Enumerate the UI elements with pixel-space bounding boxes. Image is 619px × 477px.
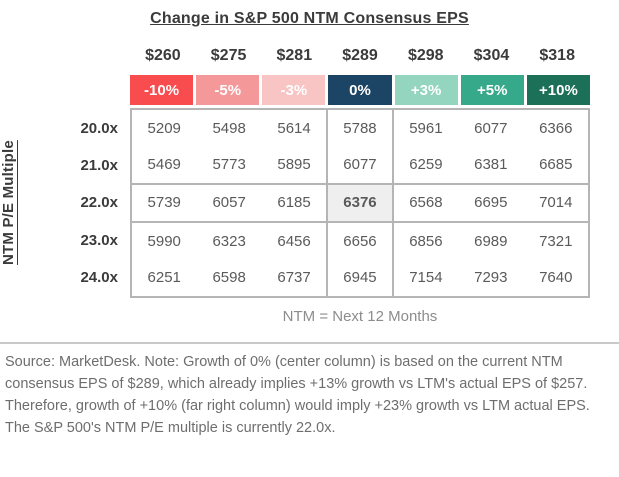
matrix-cell: 6251 xyxy=(147,269,181,287)
table-row: 5990 6323 6456 6656 6856 6989 7321 xyxy=(131,222,589,260)
matrix-cell: 5961 xyxy=(409,119,443,137)
growth-chip-neg3: -3% xyxy=(262,75,326,105)
matrix-cell: 7154 xyxy=(409,269,443,287)
matrix-cell: 5498 xyxy=(212,119,246,137)
table-row-current-multiple: 5739 6057 6185 6376 6568 6695 7014 xyxy=(131,182,589,224)
growth-chip-zero: 0% xyxy=(328,75,392,105)
eps-header: $275 xyxy=(210,47,247,64)
row-labels: 20.0x 21.0x 22.0x 23.0x 24.0x xyxy=(50,44,130,298)
matrix-cell: 5773 xyxy=(212,156,246,174)
matrix-cell: 5739 xyxy=(131,182,197,224)
matrix-cell: 6185 xyxy=(261,182,328,224)
eps-header: $281 xyxy=(276,47,313,64)
grid-column: $260 $275 $281 $289 $298 $304 $318 -10% … xyxy=(130,44,590,298)
growth-chip-pos3: +3% xyxy=(394,75,458,105)
eps-header: $304 xyxy=(473,47,510,64)
matrix-cell: 6598 xyxy=(212,269,246,287)
matrix-cell: 6856 xyxy=(409,232,443,250)
matrix-cell: 6323 xyxy=(212,232,246,250)
eps-header: $260 xyxy=(145,47,181,64)
eps-header-row: $260 $275 $281 $289 $298 $304 $318 xyxy=(130,44,590,68)
matrix-cell: 6685 xyxy=(539,156,573,174)
eps-header: $298 xyxy=(407,47,444,64)
row-label-20x: 20.0x xyxy=(80,120,118,137)
y-axis-label: NTM P/E Multiple xyxy=(0,140,17,266)
ntm-definition-note: NTM = Next 12 Months xyxy=(282,307,438,325)
matrix-cell: 6381 xyxy=(474,156,508,174)
table-row: 5469 5773 5895 6077 6259 6381 6685 xyxy=(131,146,589,184)
growth-chip-pos10: +10% xyxy=(526,75,590,105)
matrix-cell: 7293 xyxy=(474,269,508,287)
growth-chip-pos5: +5% xyxy=(460,75,524,105)
chart-title: Change in S&P 500 NTM Consensus EPS xyxy=(150,10,469,27)
row-label-23x: 23.0x xyxy=(80,231,118,249)
table-row: 6251 6598 6737 6945 7154 7293 7640 xyxy=(131,259,589,297)
eps-header: $289 xyxy=(342,47,378,64)
row-label-22x: 22.0x xyxy=(80,194,118,212)
source-note: Source: MarketDesk. Note: Growth of 0% (… xyxy=(5,353,590,436)
matrix-cell: 7640 xyxy=(539,269,573,287)
matrix-cell: 6077 xyxy=(474,119,508,137)
row-label-21x: 21.0x xyxy=(80,157,118,175)
y-axis-column: NTM P/E Multiple xyxy=(0,44,50,298)
matrix-cell: 6695 xyxy=(458,182,524,224)
matrix-cell: 6259 xyxy=(409,156,443,174)
matrix-cell: 6737 xyxy=(277,269,311,287)
table-row: 5209 5498 5614 5788 5961 6077 6366 xyxy=(131,109,589,147)
matrix-cell: 6456 xyxy=(277,232,311,250)
matrix-cell: 5990 xyxy=(147,232,181,250)
matrix-cell: 5614 xyxy=(277,119,311,137)
row-label-24x: 24.0x xyxy=(80,268,118,286)
matrix-cell: 6057 xyxy=(196,182,262,224)
growth-header-row: -10% -5% -3% 0% +3% +5% +10% xyxy=(130,75,590,105)
matrix-cell: 5209 xyxy=(147,119,181,137)
matrix-cell: 6077 xyxy=(326,146,394,184)
matrix-cell: 6945 xyxy=(326,259,394,297)
matrix-cell: 6656 xyxy=(326,222,394,260)
matrix-cell: 6989 xyxy=(474,232,508,250)
price-level-grid: 5209 5498 5614 5788 5961 6077 6366 5469 … xyxy=(130,108,590,298)
matrix-cell: 5788 xyxy=(326,109,394,147)
matrix-cell-current: 6376 xyxy=(326,182,394,224)
matrix-cell: 5895 xyxy=(277,156,311,174)
matrix-cell: 7014 xyxy=(523,182,589,224)
growth-chip-neg10: -10% xyxy=(130,75,194,105)
growth-chip-neg5: -5% xyxy=(196,75,260,105)
footer-divider xyxy=(0,341,619,344)
matrix-cell: 6366 xyxy=(539,119,573,137)
sensitivity-matrix: NTM P/E Multiple 20.0x 21.0x 22.0x 23.0x… xyxy=(0,44,619,298)
matrix-cell: 5469 xyxy=(147,156,181,174)
eps-header: $318 xyxy=(539,47,575,64)
matrix-cell: 7321 xyxy=(539,232,573,250)
matrix-cell: 6568 xyxy=(392,182,459,224)
